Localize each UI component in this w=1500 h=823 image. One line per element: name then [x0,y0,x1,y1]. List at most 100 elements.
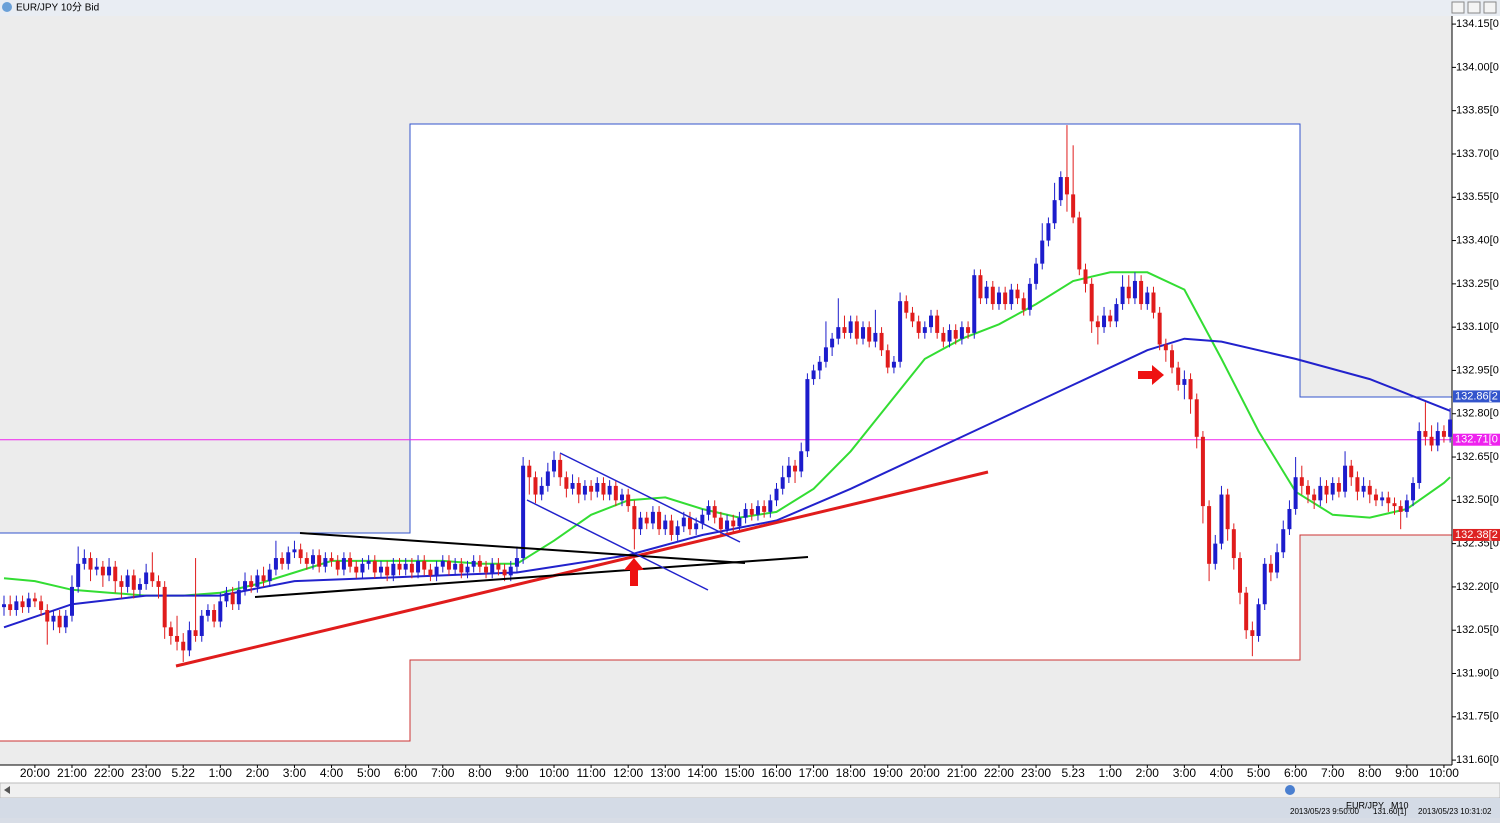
x-tick-label: 21:00 [947,766,977,780]
maximize-button[interactable] [1467,1,1481,14]
candle-body [1034,263,1039,284]
scroll-thumb[interactable] [1285,785,1295,795]
candle-body [378,566,383,573]
channel-line [526,499,709,591]
candle-body [317,555,322,567]
candle-body [1429,436,1434,446]
candle-body [348,558,353,567]
candle-body [867,327,872,342]
candle-body [830,338,835,348]
range-top [0,123,1452,534]
right-arrow [1138,365,1164,385]
y-tick-label: 133.25[0 [1456,278,1499,290]
candle-body [885,350,890,368]
candle-body [675,526,680,535]
candle-body [8,604,13,611]
candle-body [749,508,754,515]
candle-body [527,465,532,478]
x-tick-label: 6:00 [394,766,418,780]
y-tick-label: 133.85[0 [1456,105,1499,117]
candle-body [1367,485,1372,495]
candle-body [311,555,315,564]
candle-body [521,465,526,559]
y-tick-label: 132.50[0 [1456,494,1499,506]
candle-body [576,483,581,495]
candle-body [1355,477,1360,492]
candle-body [891,361,896,368]
candle-body [1250,630,1255,636]
candle-body [465,566,470,573]
candle-body [1139,280,1144,305]
candle-body [836,327,841,339]
candle-body [280,558,285,564]
candle-body [799,451,804,472]
candle-body [984,286,989,299]
close-button[interactable] [1483,1,1497,14]
minimize-button[interactable] [1451,1,1465,14]
candle-body [1095,321,1100,328]
candle-body [1312,494,1317,501]
x-tick-label: 9:00 [1395,766,1419,780]
candle-body [731,520,736,527]
candle-body [391,563,396,576]
candle-body [514,558,519,567]
candle-body [243,581,248,590]
candle-body [366,560,371,564]
candle-body [273,558,278,570]
candle-body [286,552,291,564]
candle-body [255,575,260,587]
candle-body [1225,494,1230,530]
candle-body [1324,485,1329,495]
candle-body [1423,431,1428,437]
x-tick-label: 20:00 [910,766,940,780]
candle-body [953,330,958,339]
candle-body [131,575,136,590]
candle-body [780,477,785,489]
candle-body [1071,194,1076,218]
candle-body [144,572,149,585]
candle-body [743,508,748,518]
x-tick-label: 1:00 [209,766,233,780]
x-tick-label: 11:00 [577,766,606,780]
y-tick-label: 132.20[0 [1456,581,1499,593]
candle-body [230,592,235,605]
candle-body [323,558,328,567]
candle-body [601,483,606,495]
candle-body [922,327,927,333]
candle-body [793,465,798,472]
candle-body [898,301,903,362]
candle-body [1021,298,1026,310]
x-tick-label: 10:00 [539,766,569,780]
candle-body [959,327,964,339]
candle-body [1003,292,1008,305]
candle-body [1064,177,1069,195]
candle-body [51,615,56,622]
trend-line [254,556,809,598]
candle-body [564,477,569,489]
candle-body [249,581,254,587]
y-tick-label: 132.80[0 [1456,408,1499,420]
candle-body [873,332,878,342]
x-tick-label: 17:00 [799,766,829,780]
drawings [175,365,1164,668]
candle-body [1398,506,1403,512]
x-tick-label: 23:00 [1021,766,1051,780]
candle-body [32,598,37,602]
x-tick-label: 5.23 [1061,766,1085,780]
candle-body [2,604,6,608]
candle-body [1176,367,1181,385]
candle-body [1027,283,1032,310]
candle-body [224,592,229,602]
candle-body [261,575,266,582]
candle-body [403,563,408,570]
candle-body [595,483,600,492]
candle-body [1102,315,1107,328]
candle-body [966,327,971,333]
scrollbar[interactable] [0,782,1500,799]
candle-body [1448,419,1452,437]
candle-body [107,566,112,576]
scroll-left[interactable] [4,786,10,794]
candle-body [63,615,68,628]
